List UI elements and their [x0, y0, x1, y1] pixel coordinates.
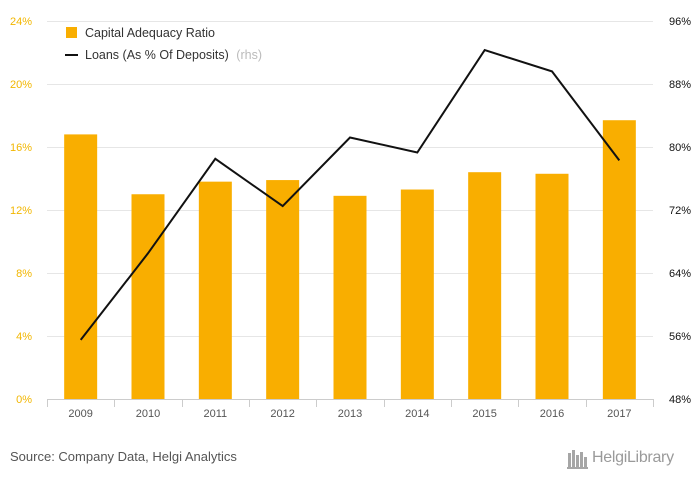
- bar-2017: [602, 120, 636, 399]
- x-tick-label-2017: 2017: [607, 408, 631, 420]
- x-tick-label-2011: 2011: [204, 408, 228, 420]
- x-tick-label-2012: 2012: [270, 408, 294, 420]
- legend-label-loans-name: Loans (As % Of Deposits): [85, 48, 229, 62]
- y-left-tick-label: 4%: [16, 331, 32, 343]
- y-right-tick-label: 88%: [669, 79, 691, 91]
- bar-2012: [266, 180, 300, 399]
- brand-name: HelgiLibrary: [592, 449, 674, 466]
- y-left-tick-label: 12%: [10, 205, 32, 217]
- brand-logo: HelgiLibrary: [566, 446, 692, 472]
- x-tick-label-2016: 2016: [540, 408, 564, 420]
- bar-2013: [333, 195, 367, 399]
- source-note: Source: Company Data, Helgi Analytics: [10, 449, 237, 464]
- y-left-tick-label: 8%: [16, 268, 32, 280]
- y-left-tick-label: 16%: [10, 142, 32, 154]
- legend: Capital Adequacy Ratio Loans (As % Of De…: [65, 26, 262, 62]
- bar-2009: [64, 134, 98, 399]
- x-tick-label-2013: 2013: [338, 408, 362, 420]
- bar-2015: [468, 172, 502, 399]
- y-right-tick-label: 80%: [669, 142, 691, 154]
- legend-label-loans: Loans (As % Of Deposits) (rhs): [85, 48, 262, 62]
- y-right-tick-label: 96%: [669, 16, 691, 28]
- x-tick-label-2010: 2010: [136, 408, 160, 420]
- y-right-tick-label: 64%: [669, 268, 691, 280]
- bar-2016: [535, 173, 569, 399]
- y-left-tick-label: 24%: [10, 16, 32, 28]
- y-right-tick-label: 56%: [669, 331, 691, 343]
- x-tick-label-2014: 2014: [405, 408, 429, 420]
- line-loans-to-deposits: [79, 48, 621, 341]
- y-left-tick-label: 0%: [16, 394, 32, 406]
- x-tick-label-2015: 2015: [472, 408, 496, 420]
- y-right-tick-label: 48%: [669, 394, 691, 406]
- bar-2014: [400, 189, 434, 399]
- x-tick-label-2009: 2009: [68, 408, 92, 420]
- bar-2010: [131, 194, 165, 399]
- library-icon: [567, 450, 588, 469]
- loans-line: [79, 48, 621, 341]
- legend-label-loans-suffix: (rhs): [236, 48, 262, 62]
- bars-capital-adequacy: [64, 120, 636, 399]
- y-right-tick-label: 72%: [669, 205, 691, 217]
- y-left-tick-label: 20%: [10, 79, 32, 91]
- legend-swatch-capital-adequacy: [66, 27, 77, 38]
- axes: 2009 2010 2011 2012 2013 2014 2015 2016 2017 0% 4%…: [10, 16, 691, 420]
- legend-label-capital-adequacy: Capital Adequacy Ratio: [85, 26, 215, 40]
- bar-2011: [198, 181, 232, 399]
